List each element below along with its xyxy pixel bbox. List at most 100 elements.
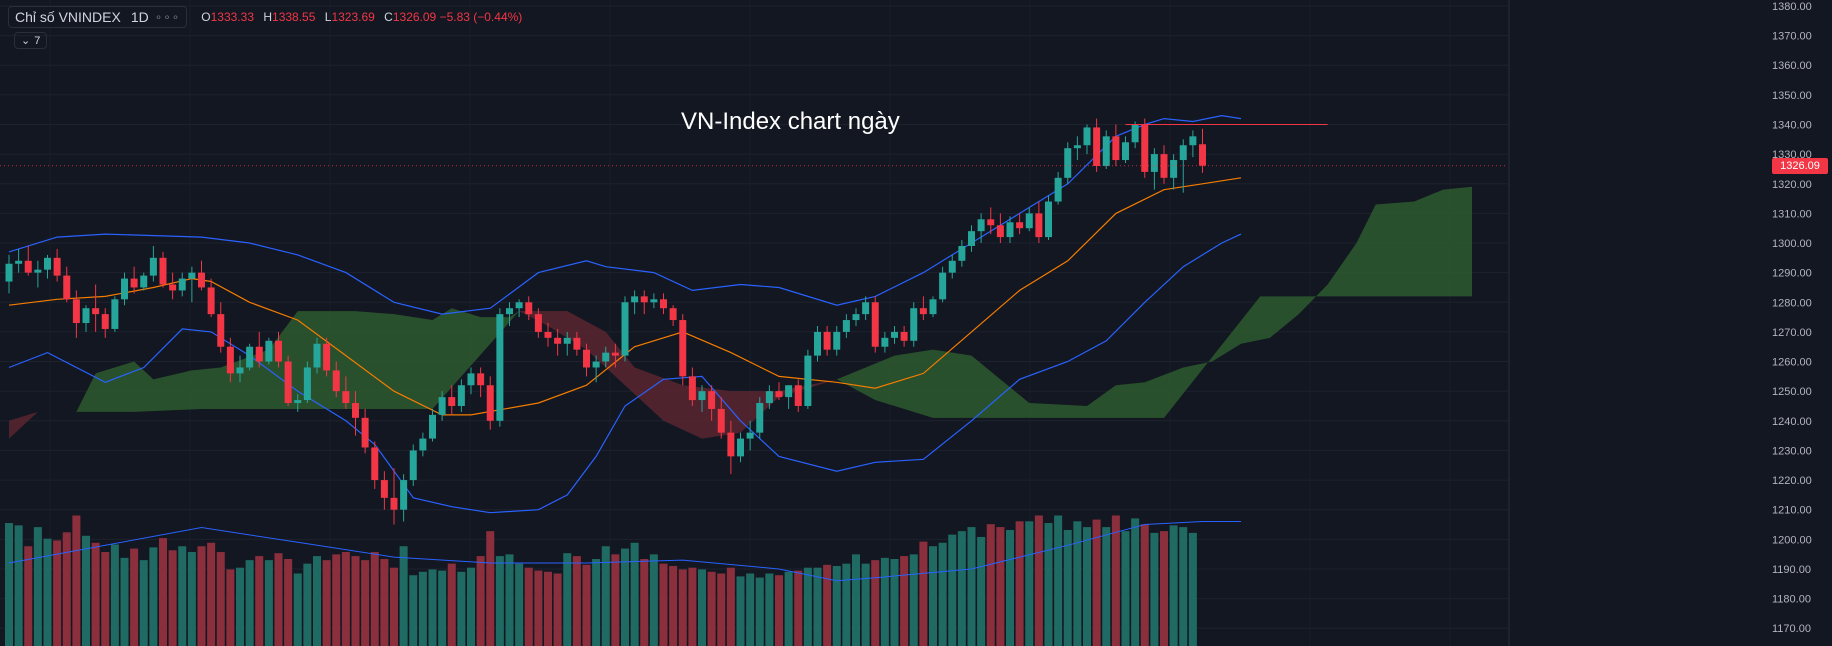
candle-body — [111, 299, 119, 329]
volume-bar — [534, 570, 543, 646]
volume-bar — [1083, 527, 1091, 646]
volume-bar — [284, 559, 293, 646]
candle-body — [1093, 127, 1101, 166]
volume-bar — [361, 560, 370, 646]
timeframe-label[interactable]: 1D — [130, 9, 149, 25]
candle-body — [188, 272, 196, 279]
price-tick-label: 1340.00 — [1772, 119, 1812, 131]
volume-bar — [476, 556, 485, 646]
candle-body — [1045, 201, 1052, 238]
chevron-down-icon: ⌄ — [21, 35, 31, 47]
volume-bar — [1131, 518, 1140, 646]
volume-bar — [197, 546, 206, 646]
candle-body — [352, 403, 359, 418]
volume-bar — [1054, 515, 1063, 646]
volume-bar — [823, 564, 832, 646]
volume-bar — [53, 540, 62, 646]
volume-bar — [457, 571, 466, 646]
candle-body — [1131, 124, 1139, 143]
volume-bar — [1092, 519, 1101, 646]
volume-bar — [14, 525, 23, 646]
candle-body — [1035, 213, 1043, 238]
price-tick-label: 1280.00 — [1772, 297, 1812, 309]
volume-bar — [1160, 531, 1168, 646]
volume-bar — [938, 542, 947, 646]
candle-body — [688, 376, 696, 401]
ellipsis-icon[interactable]: ∘∘∘ — [154, 10, 181, 24]
volume-bar — [313, 556, 321, 646]
price-tick-label: 1370.00 — [1772, 31, 1812, 43]
candle-body — [756, 403, 764, 433]
candle-body — [140, 275, 148, 288]
candle-body — [563, 337, 571, 344]
candle-body — [323, 343, 331, 371]
candle-body — [419, 438, 427, 451]
price-tick-label: 1360.00 — [1772, 60, 1812, 72]
volume-bar — [293, 573, 302, 646]
volume-bar — [207, 542, 216, 646]
volume-bar — [726, 567, 735, 646]
candle-body — [438, 397, 446, 415]
volume-bar — [82, 535, 90, 646]
volume-bar — [1025, 521, 1034, 646]
close-label: C — [384, 10, 393, 24]
candle-body — [717, 408, 725, 433]
symbol-selector[interactable]: Chỉ số VNINDEX 1D ∘∘∘ — [8, 6, 188, 28]
volume-bar — [553, 573, 562, 646]
candle-body — [390, 497, 398, 510]
candle-body — [44, 257, 51, 270]
candle-body — [207, 287, 215, 315]
volume-bar — [977, 536, 986, 646]
volume-bar — [303, 563, 312, 646]
candle-body — [669, 308, 677, 321]
candle-body — [24, 260, 32, 273]
candle-body — [1102, 136, 1110, 166]
ichimoku-cloud-bullish — [76, 308, 520, 412]
candle-body — [929, 299, 937, 315]
volume-bar — [390, 567, 398, 646]
candle-body — [226, 346, 234, 374]
candle-body — [429, 414, 436, 439]
price-tick-label: 1270.00 — [1772, 327, 1812, 339]
price-tick-label: 1210.00 — [1772, 505, 1812, 517]
volume-bar — [803, 567, 812, 646]
volume-bar — [775, 575, 783, 646]
volume-bar — [611, 554, 620, 646]
candle-body — [592, 361, 600, 368]
volume-bar — [91, 542, 100, 646]
price-tick-label: 1170.00 — [1772, 623, 1811, 635]
candle-body — [746, 432, 754, 439]
volume-bar — [515, 563, 524, 646]
volume-bar — [1188, 532, 1197, 646]
volume-bar — [1150, 532, 1159, 646]
volume-bar — [813, 567, 822, 646]
candle-body — [53, 257, 61, 276]
candle-body — [1189, 136, 1197, 146]
volume-bar — [871, 560, 880, 646]
volume-bar — [226, 569, 235, 646]
candle-body — [948, 260, 956, 273]
volume-bar — [255, 556, 264, 646]
candle-body — [823, 331, 831, 350]
candle-body — [939, 272, 947, 300]
volume-bar — [919, 541, 928, 646]
volume-bar — [736, 576, 745, 646]
volume-bar — [1063, 530, 1072, 646]
open-label: O — [201, 10, 211, 24]
bollinger-upper-line — [8, 114, 1242, 315]
high-value: 1338.55 — [272, 10, 316, 24]
indicators-toggle[interactable]: ⌄ 7 — [14, 32, 48, 49]
chart-title: VN-Index chart ngày — [681, 108, 900, 135]
volume-bar — [900, 556, 909, 646]
volume-bar — [5, 523, 13, 646]
candle-body — [217, 314, 225, 347]
price-tick-label: 1260.00 — [1772, 357, 1812, 369]
price-tick-label: 1190.00 — [1772, 564, 1811, 576]
volume-bar — [909, 554, 918, 646]
candle-body — [448, 397, 456, 406]
close-value: 1326.09 −5.83 (−0.44%) — [392, 10, 523, 24]
volume-bar — [264, 560, 273, 646]
candle-body — [679, 320, 687, 377]
high-label: H — [263, 10, 273, 24]
